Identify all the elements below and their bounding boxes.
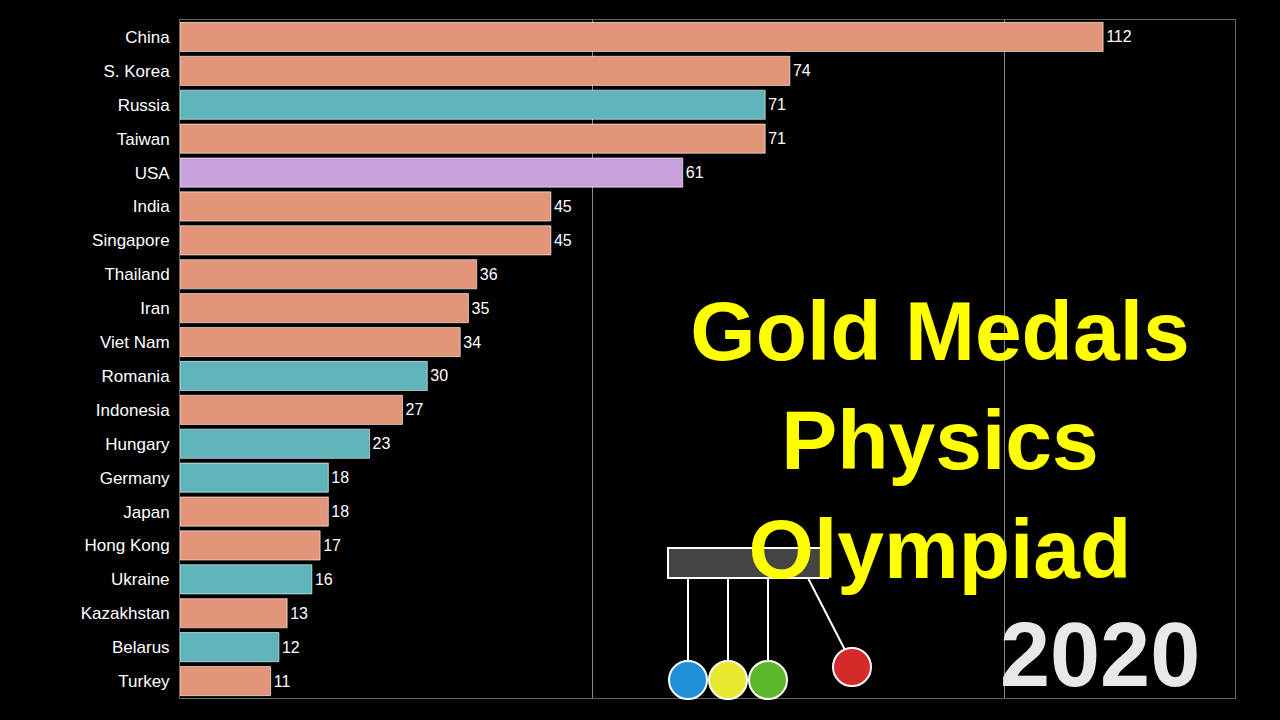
svg-text:Romania: Romania bbox=[102, 367, 171, 386]
svg-text:18: 18 bbox=[331, 503, 349, 520]
svg-text:23: 23 bbox=[373, 435, 391, 452]
svg-text:Hungary: Hungary bbox=[105, 435, 170, 454]
svg-text:112: 112 bbox=[1106, 28, 1132, 45]
svg-text:35: 35 bbox=[471, 300, 489, 317]
svg-text:Turkey: Turkey bbox=[118, 672, 170, 691]
svg-text:Taiwan: Taiwan bbox=[117, 130, 170, 149]
svg-text:27: 27 bbox=[406, 401, 424, 418]
svg-text:Ukraine: Ukraine bbox=[111, 570, 170, 589]
svg-text:45: 45 bbox=[554, 198, 572, 215]
svg-text:Viet Nam: Viet Nam bbox=[100, 333, 170, 352]
svg-text:11: 11 bbox=[274, 673, 291, 690]
svg-text:Thailand: Thailand bbox=[104, 265, 169, 284]
svg-text:USA: USA bbox=[135, 164, 171, 183]
svg-text:Russia: Russia bbox=[118, 96, 171, 115]
svg-text:Japan: Japan bbox=[123, 503, 169, 522]
svg-text:Kazakhstan: Kazakhstan bbox=[81, 604, 170, 623]
svg-text:Iran: Iran bbox=[140, 299, 169, 318]
svg-text:S. Korea: S. Korea bbox=[103, 62, 170, 81]
svg-text:45: 45 bbox=[554, 232, 572, 249]
svg-text:Singapore: Singapore bbox=[92, 231, 170, 250]
svg-text:71: 71 bbox=[768, 96, 786, 113]
svg-text:18: 18 bbox=[331, 469, 349, 486]
svg-text:36: 36 bbox=[480, 266, 498, 283]
svg-text:India: India bbox=[133, 197, 170, 216]
svg-text:Indonesia: Indonesia bbox=[96, 401, 170, 420]
svg-text:34: 34 bbox=[463, 334, 481, 351]
svg-text:16: 16 bbox=[315, 571, 333, 588]
svg-text:Germany: Germany bbox=[100, 469, 170, 488]
svg-text:74: 74 bbox=[793, 62, 811, 79]
svg-text:12: 12 bbox=[282, 639, 300, 656]
svg-text:Gold MedalsPhysicsOlympiad: Gold MedalsPhysicsOlympiad bbox=[690, 284, 1189, 596]
svg-text:17: 17 bbox=[323, 537, 341, 554]
svg-text:30: 30 bbox=[430, 367, 448, 384]
svg-text:2020: 2020 bbox=[1000, 605, 1200, 705]
svg-text:71: 71 bbox=[768, 130, 786, 147]
svg-text:Belarus: Belarus bbox=[112, 638, 170, 657]
svg-text:61: 61 bbox=[686, 164, 704, 181]
svg-text:13: 13 bbox=[290, 605, 308, 622]
svg-text:Hong Kong: Hong Kong bbox=[85, 536, 170, 555]
svg-text:China: China bbox=[125, 28, 170, 47]
